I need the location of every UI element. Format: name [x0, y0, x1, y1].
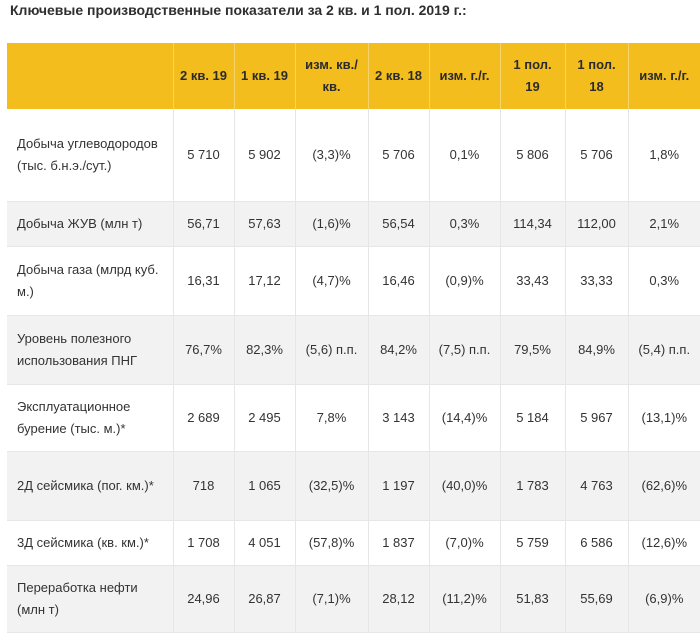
- table-row: Добыча углеводородов (тыс. б.н.э./сут.) 5…: [7, 109, 700, 202]
- table-cell: (7,0)%: [429, 520, 501, 566]
- row-label: 3Д сейсмика (кв. км.)*: [7, 520, 174, 566]
- table-cell: 114,34: [500, 201, 566, 247]
- table-cell: 17,12: [234, 246, 296, 316]
- table-cell: 5 759: [500, 520, 566, 566]
- table-cell: (7,5) п.п.: [429, 315, 501, 385]
- table-cell: 24,96: [173, 565, 235, 633]
- table-cell: 2 689: [173, 384, 235, 452]
- table-row: Переработка нефти (млн т) 24,96 26,87 (7,1)…: [7, 565, 700, 633]
- row-label: 2Д сейсмика (пог. км.)*: [7, 451, 174, 521]
- table-cell: 51,83: [500, 565, 566, 633]
- row-label: Добыча ЖУВ (млн т): [7, 201, 174, 247]
- table-cell: 6 586: [565, 520, 629, 566]
- table-cell: 56,54: [368, 201, 430, 247]
- table-cell: 84,9%: [565, 315, 629, 385]
- table-cell: 5 967: [565, 384, 629, 452]
- table-row: Эксплуатационное бурение (тыс. м.)* 2 689…: [7, 384, 700, 452]
- table-cell: 3 143: [368, 384, 430, 452]
- table-cell: (57,8)%: [295, 520, 369, 566]
- table-cell: (5,4) п.п.: [628, 315, 700, 385]
- column-header-label: [7, 43, 174, 109]
- column-header: 1 пол. 19: [500, 43, 566, 109]
- row-label: Добыча углеводородов (тыс. б.н.э./сут.): [7, 109, 174, 202]
- table-cell: 26,87: [234, 565, 296, 633]
- table-row: Уровень полезного использования ПНГ 76,7%…: [7, 315, 700, 385]
- table-cell: (14,4)%: [429, 384, 501, 452]
- table-cell: (7,1)%: [295, 565, 369, 633]
- table-cell: 55,69: [565, 565, 629, 633]
- table-cell: 5 706: [565, 109, 629, 202]
- column-header: изм. кв./кв.: [295, 43, 369, 109]
- column-header: 2 кв. 18: [368, 43, 430, 109]
- indicators-table: 2 кв. 19 1 кв. 19 изм. кв./кв. 2 кв. 18 изм.…: [7, 43, 700, 633]
- table-cell: 5 710: [173, 109, 235, 202]
- table-cell: (11,2)%: [429, 565, 501, 633]
- table-cell: (13,1)%: [628, 384, 700, 452]
- indicators-table-container: 2 кв. 19 1 кв. 19 изм. кв./кв. 2 кв. 18 изм.…: [7, 43, 700, 633]
- column-header: 1 кв. 19: [234, 43, 296, 109]
- table-row: 3Д сейсмика (кв. км.)* 1 708 4 051 (57,8)% 1…: [7, 520, 700, 566]
- table-cell: 76,7%: [173, 315, 235, 385]
- table-cell: 33,43: [500, 246, 566, 316]
- table-cell: 28,12: [368, 565, 430, 633]
- table-cell: 33,33: [565, 246, 629, 316]
- column-header: изм. г./г.: [628, 43, 700, 109]
- column-header: 1 пол. 18: [565, 43, 629, 109]
- table-body: Добыча углеводородов (тыс. б.н.э./сут.) 5…: [7, 109, 700, 633]
- table-cell: (1,6)%: [295, 201, 369, 247]
- table-cell: 0,1%: [429, 109, 501, 202]
- table-cell: 1 708: [173, 520, 235, 566]
- table-cell: 1,8%: [628, 109, 700, 202]
- table-cell: 7,8%: [295, 384, 369, 452]
- table-cell: 5 902: [234, 109, 296, 202]
- table-cell: (3,3)%: [295, 109, 369, 202]
- table-cell: 0,3%: [429, 201, 501, 247]
- table-cell: 79,5%: [500, 315, 566, 385]
- table-cell: 2,1%: [628, 201, 700, 247]
- table-cell: 4 763: [565, 451, 629, 521]
- table-cell: 1 783: [500, 451, 566, 521]
- table-cell: 57,63: [234, 201, 296, 247]
- table-cell: 1 065: [234, 451, 296, 521]
- table-row: Добыча ЖУВ (млн т) 56,71 57,63 (1,6)% 56,54 0…: [7, 201, 700, 247]
- table-cell: (40,0)%: [429, 451, 501, 521]
- table-cell: 0,3%: [628, 246, 700, 316]
- table-cell: 718: [173, 451, 235, 521]
- table-cell: 5 806: [500, 109, 566, 202]
- table-row: 2Д сейсмика (пог. км.)* 718 1 065 (32,5)% 1 …: [7, 451, 700, 521]
- row-label: Добыча газа (млрд куб. м.): [7, 246, 174, 316]
- row-label: Уровень полезного использования ПНГ: [7, 315, 174, 385]
- table-header-row: 2 кв. 19 1 кв. 19 изм. кв./кв. 2 кв. 18 изм.…: [7, 43, 700, 109]
- page-title: Ключевые производственные показатели за …: [10, 2, 467, 18]
- table-cell: 5 706: [368, 109, 430, 202]
- table-cell: (12,6)%: [628, 520, 700, 566]
- table-cell: 56,71: [173, 201, 235, 247]
- table-cell: (4,7)%: [295, 246, 369, 316]
- table-cell: 1 197: [368, 451, 430, 521]
- table-cell: 16,46: [368, 246, 430, 316]
- row-label: Эксплуатационное бурение (тыс. м.)*: [7, 384, 174, 452]
- table-cell: 84,2%: [368, 315, 430, 385]
- column-header: 2 кв. 19: [173, 43, 235, 109]
- table-cell: (32,5)%: [295, 451, 369, 521]
- row-label: Переработка нефти (млн т): [7, 565, 174, 633]
- table-cell: 4 051: [234, 520, 296, 566]
- table-cell: 1 837: [368, 520, 430, 566]
- table-cell: (5,6) п.п.: [295, 315, 369, 385]
- table-cell: 82,3%: [234, 315, 296, 385]
- table-cell: 5 184: [500, 384, 566, 452]
- table-row: Добыча газа (млрд куб. м.) 16,31 17,12 (4,7…: [7, 246, 700, 316]
- table-cell: (6,9)%: [628, 565, 700, 633]
- table-cell: (0,9)%: [429, 246, 501, 316]
- column-header: изм. г./г.: [429, 43, 501, 109]
- table-cell: 16,31: [173, 246, 235, 316]
- table-cell: 112,00: [565, 201, 629, 247]
- table-cell: (62,6)%: [628, 451, 700, 521]
- table-cell: 2 495: [234, 384, 296, 452]
